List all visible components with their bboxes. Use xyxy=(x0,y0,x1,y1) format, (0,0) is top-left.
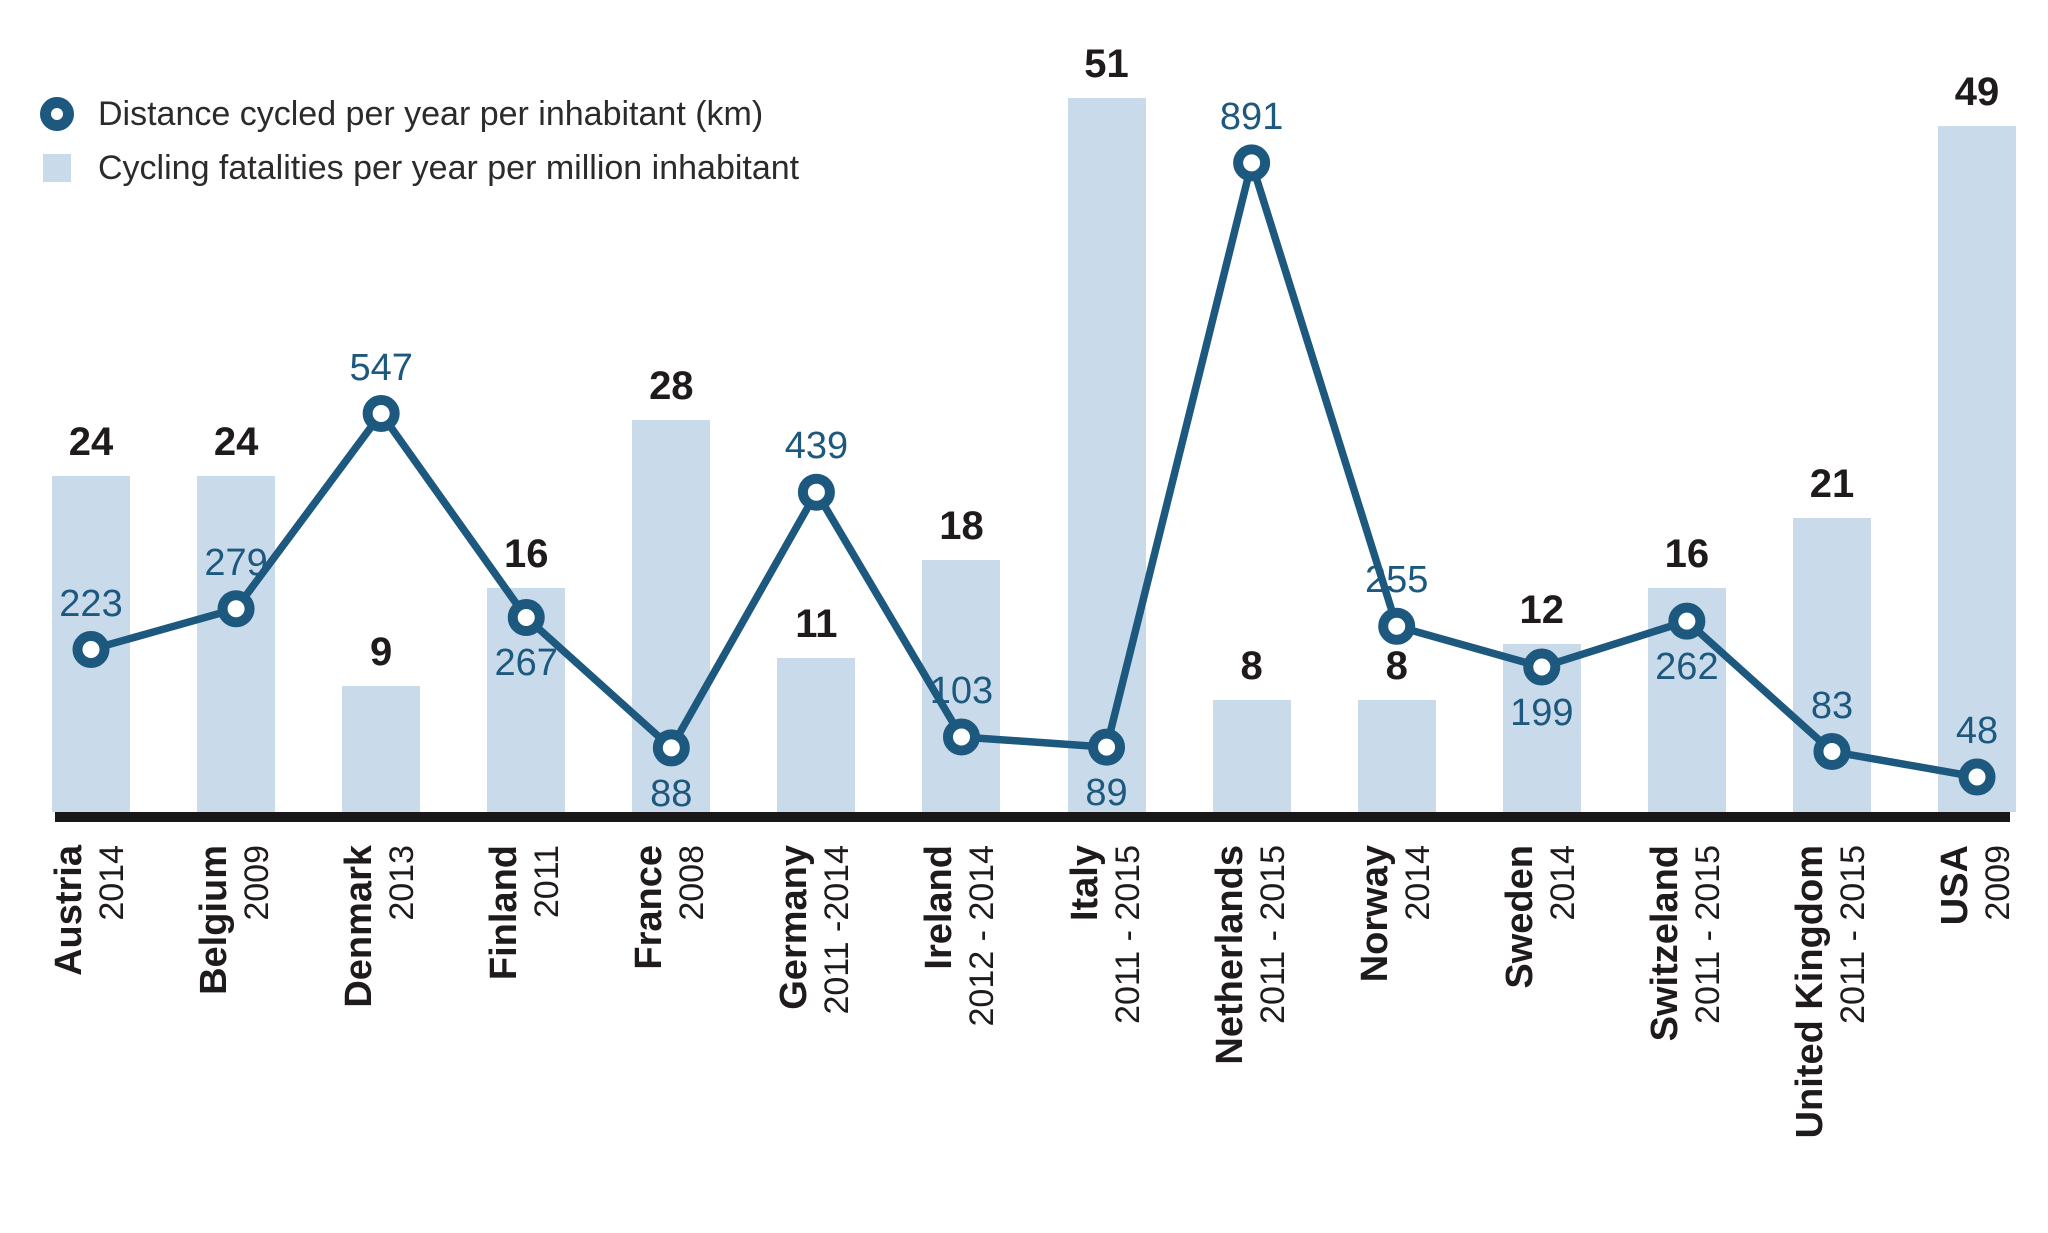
fatalities-value-label: 18 xyxy=(939,504,984,548)
year-label: 2011 - 2015 xyxy=(1253,845,1292,1024)
fatalities-bar xyxy=(342,686,421,812)
x-axis-label: USA 2009 xyxy=(1933,845,2021,1225)
distance-value-label: 279 xyxy=(204,541,268,584)
country-label: Germany xyxy=(773,845,816,1010)
x-axis-label: Austria 2014 xyxy=(47,845,135,1225)
distance-value-label: 89 xyxy=(1085,772,1128,815)
distance-value-label: 103 xyxy=(929,669,994,712)
fatalities-value-label: 51 xyxy=(1084,42,1129,86)
fatalities-value-label: 16 xyxy=(503,532,549,576)
fatalities-value-label: 24 xyxy=(213,420,259,464)
fatalities-bar xyxy=(1792,518,1871,812)
fatalities-bar xyxy=(1067,98,1146,812)
x-axis-label: Germany 2011 -2014 xyxy=(772,845,860,1225)
year-label: 2011 - 2015 xyxy=(1688,845,1727,1024)
country-label: France xyxy=(628,845,671,970)
country-label: United Kingdom xyxy=(1788,845,1831,1139)
line-marker-icon xyxy=(797,473,835,511)
fatalities-bar xyxy=(487,588,566,812)
country-label: Belgium xyxy=(193,845,236,995)
line-marker-icon xyxy=(362,395,400,433)
country-label: USA xyxy=(1934,845,1977,926)
x-axis-label: Norway 2014 xyxy=(1353,845,1441,1225)
fatalities-value-label: 28 xyxy=(649,364,694,408)
year-label: 2009 xyxy=(1979,845,2018,921)
x-axis-label: United Kingdom 2011 - 2015 xyxy=(1788,845,1876,1225)
fatalities-value-label: 24 xyxy=(68,420,114,464)
distance-value-label: 88 xyxy=(650,772,693,815)
fatalities-value-label: 21 xyxy=(1809,462,1855,506)
line-marker-icon xyxy=(1233,144,1271,182)
distance-value-label: 547 xyxy=(349,346,413,389)
year-label: 2014 xyxy=(1543,845,1582,921)
year-label: 2008 xyxy=(673,845,712,921)
legend-item-fatalities: Cycling fatalities per year per million … xyxy=(40,146,799,190)
fatalities-value-label: 8 xyxy=(1240,644,1263,688)
line-marker-icon xyxy=(1378,607,1416,645)
fatalities-value-label: 11 xyxy=(795,602,838,646)
fatalities-value-label: 8 xyxy=(1385,644,1408,688)
distance-value-label: 83 xyxy=(1810,684,1854,727)
x-axis-label: Sweden 2014 xyxy=(1498,845,1586,1225)
country-label: Sweden xyxy=(1498,845,1541,989)
legend-item-distance: Distance cycled per year per inhabitant … xyxy=(40,92,799,136)
country-label: Austria xyxy=(48,845,90,976)
distance-value-label: 439 xyxy=(784,425,849,468)
year-label: 2012 - 2014 xyxy=(963,845,1002,1027)
distance-value-label: 48 xyxy=(1955,710,1999,753)
year-label: 2013 xyxy=(383,845,422,921)
year-label: 2011 - 2015 xyxy=(1108,845,1147,1024)
legend: Distance cycled per year per inhabitant … xyxy=(40,92,799,190)
distance-value-label: 199 xyxy=(1510,692,1574,735)
x-axis-label: Ireland 2012 - 2014 xyxy=(917,845,1005,1225)
x-axis-label: Denmark 2013 xyxy=(337,845,425,1225)
country-label: Denmark xyxy=(338,845,381,1008)
year-label: 2009 xyxy=(238,845,277,921)
year-label: 2011 xyxy=(528,845,567,919)
year-label: 2014 xyxy=(1398,845,1437,921)
fatalities-bar xyxy=(1212,700,1291,812)
bar-swatch-icon xyxy=(43,154,71,182)
year-label: 2011 - 2015 xyxy=(1833,845,1872,1024)
year-label: 2014 xyxy=(93,845,131,921)
x-axis-label: Netherlands 2011 - 2015 xyxy=(1208,845,1296,1225)
country-label: Netherlands xyxy=(1208,845,1251,1065)
distance-value-label: 891 xyxy=(1219,95,1284,138)
fatalities-bar xyxy=(52,476,130,812)
year-label: 2011 -2014 xyxy=(818,845,857,1015)
x-axis-label: Switzeland 2011 - 2015 xyxy=(1643,845,1731,1225)
fatalities-value-label: 49 xyxy=(1954,70,2000,114)
country-label: Switzeland xyxy=(1643,845,1686,1042)
legend-label-distance: Distance cycled per year per inhabitant … xyxy=(98,94,764,133)
fatalities-value-label: 16 xyxy=(1664,532,1710,576)
x-axis-label: Finland 2011 xyxy=(482,845,570,1225)
distance-value-label: 262 xyxy=(1655,646,1719,689)
distance-value-label: 223 xyxy=(59,582,123,625)
fatalities-value-label: 12 xyxy=(1519,588,1565,632)
country-label: Italy xyxy=(1063,845,1106,922)
fatalities-bar xyxy=(197,476,276,812)
x-axis-label: France 2008 xyxy=(627,845,715,1225)
x-axis-label: Italy 2011 - 2015 xyxy=(1063,845,1151,1225)
x-axis-baseline xyxy=(55,812,2010,822)
line-marker-icon xyxy=(40,97,74,131)
country-label: Finland xyxy=(483,845,526,981)
x-axis-label: Belgium 2009 xyxy=(192,845,280,1225)
distance-value-label: 255 xyxy=(1365,559,1429,602)
fatalities-value-label: 9 xyxy=(370,630,393,674)
country-label: Ireland xyxy=(918,845,961,970)
legend-label-fatalities: Cycling fatalities per year per million … xyxy=(98,148,800,187)
fatalities-bar xyxy=(1647,588,1726,812)
fatalities-bar xyxy=(1357,700,1436,812)
fatalities-bar xyxy=(632,420,711,812)
country-label: Norway xyxy=(1353,845,1396,983)
distance-value-label: 267 xyxy=(494,642,558,685)
fatalities-bar xyxy=(777,658,856,812)
